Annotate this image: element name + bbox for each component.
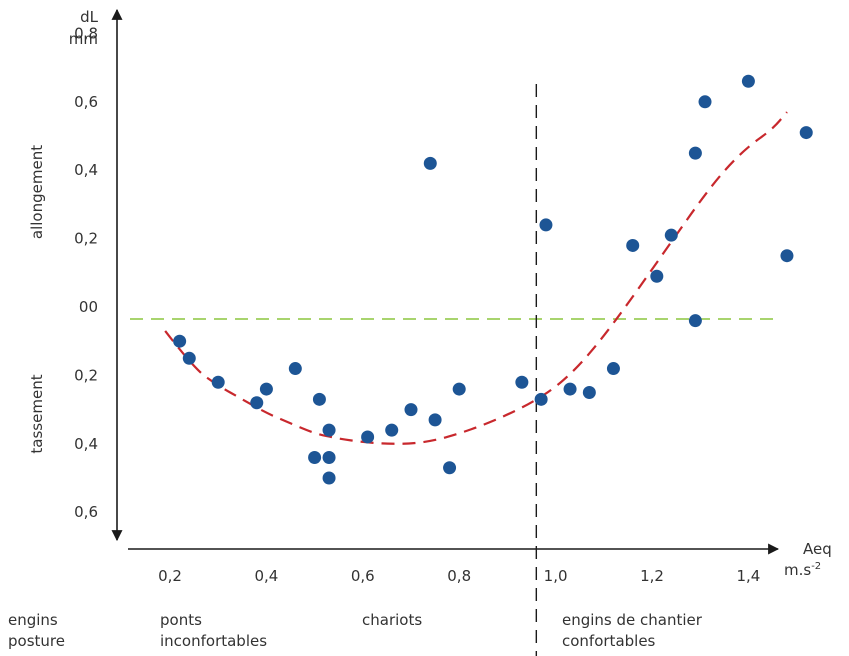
data-point [173,334,187,348]
category-line: inconfortables [160,632,268,650]
y-tick-label: 0,8 [74,24,98,42]
category-engins-posture: engins posture [8,610,65,652]
category-ponts: ponts inconfortables [160,610,267,652]
y-tick-label: 0,2 [74,230,98,248]
y-tick-label: 0,4 [74,435,98,453]
y-tick-label: 0,6 [74,93,98,111]
x-unit-top: Aeq [803,540,832,558]
data-point [452,382,466,396]
data-point [698,95,712,109]
data-point [515,375,529,389]
data-point [312,392,326,406]
data-point [322,450,336,464]
y-tick-label: 0,4 [74,161,98,179]
data-point [182,351,196,365]
data-points [173,74,813,485]
category-line: ponts [160,611,202,629]
data-point [288,362,302,376]
data-point [428,413,442,427]
y-label-allongement: allongement [28,145,46,239]
category-line: posture [8,632,65,650]
data-point [626,238,640,252]
data-point [385,423,399,437]
x-unit-exponent: -2 [811,561,821,572]
y-tick-labels: 0,8 0,6 0,4 0,2 00 0,2 0,4 0,6 [74,24,98,521]
trend-curve [164,111,788,445]
data-point [534,392,548,406]
y-tick-label: 00 [79,298,98,316]
y-tick-label: 0,2 [74,366,98,384]
data-point [361,430,375,444]
data-point [308,450,322,464]
data-point [322,423,336,437]
data-point [211,375,225,389]
data-point [688,146,702,160]
category-line: chariots [362,611,423,629]
data-point [563,382,577,396]
data-point [780,249,794,263]
data-point [799,126,813,140]
y-unit-bottom: mm [69,30,98,48]
y-tick-label: 0,6 [74,503,98,521]
data-point [259,382,273,396]
x-tick-label: 0,4 [254,567,278,585]
x-unit-base: m.s [784,561,811,579]
category-line: engins [8,611,58,629]
y-unit-top: dL [80,8,99,26]
category-engins-chantier: engins de chantier confortables [562,610,702,652]
data-point [404,403,418,417]
data-point [650,269,664,283]
x-tick-labels: 0,2 0,4 0,6 0,8 1,0 1,2 1,4 [158,567,760,585]
data-point [443,461,457,475]
category-chariots: chariots [362,610,422,631]
data-point [688,314,702,328]
data-point [423,156,437,170]
data-point [741,74,755,88]
data-point [606,362,620,376]
x-unit-bottom: m.s-2 [784,561,821,579]
category-line: confortables [562,632,656,650]
x-tick-label: 1,0 [544,567,568,585]
x-tick-label: 0,6 [351,567,375,585]
y-label-tassement: tassement [28,374,46,453]
x-tick-label: 0,8 [447,567,471,585]
category-line: engins de chantier [562,611,702,629]
data-point [250,396,264,410]
data-point [664,228,678,242]
data-point [322,471,336,485]
data-point [582,386,596,399]
x-tick-label: 1,4 [736,567,760,585]
x-tick-label: 1,2 [640,567,664,585]
x-tick-label: 0,2 [158,567,182,585]
data-point [539,218,553,232]
